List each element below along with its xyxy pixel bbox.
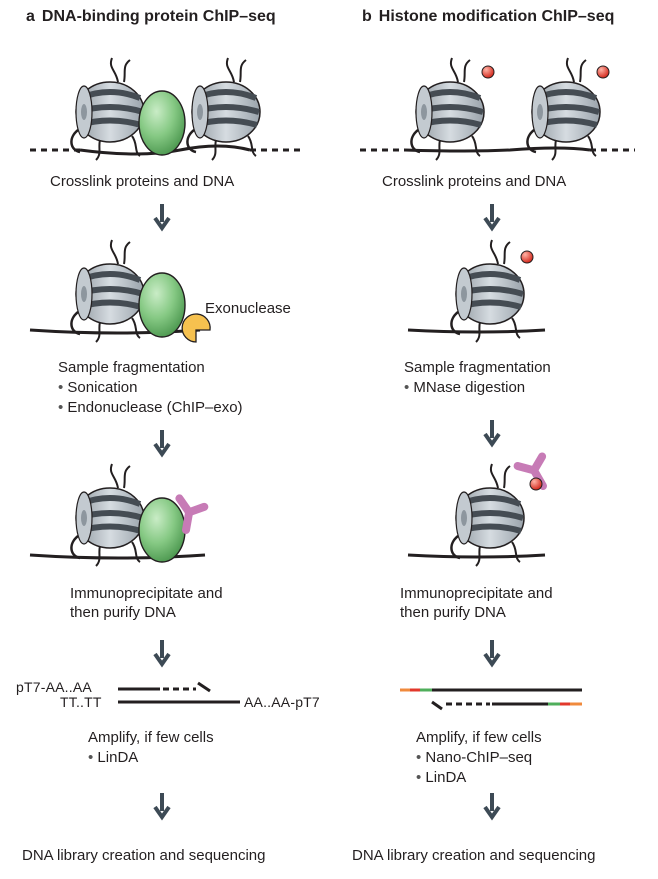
nucleosome-icon bbox=[71, 58, 144, 160]
flow-arrow-icon bbox=[153, 638, 171, 666]
histone-modification-icon bbox=[520, 250, 534, 264]
a-step2-item: Sonication bbox=[58, 378, 137, 397]
panel-a-title: DNA-binding protein ChIP–seq bbox=[41, 8, 276, 25]
b-step4-title: Amplify, if few cells bbox=[416, 729, 542, 746]
a-step4-title: Amplify, if few cells bbox=[88, 729, 214, 746]
a-step4-item: LinDA bbox=[88, 748, 138, 767]
a-step1-dna bbox=[30, 144, 300, 156]
nucleosome-icon bbox=[71, 240, 144, 342]
nucleosome-icon bbox=[71, 464, 144, 566]
b-step2-item: MNase digestion bbox=[404, 378, 525, 397]
b-step5-label: DNA library creation and sequencing bbox=[352, 847, 596, 864]
a-seq-top-left: pT7-AA..AA bbox=[16, 679, 92, 695]
panel-b-letter: b bbox=[362, 8, 372, 25]
a-step2-item: Endonuclease (ChIP–exo) bbox=[58, 398, 242, 417]
b-step2-title: Sample fragmentation bbox=[404, 359, 551, 376]
histone-modification-icon bbox=[596, 65, 610, 79]
flow-arrow-icon bbox=[153, 791, 171, 819]
panel-b-title: Histone modification ChIP–seq bbox=[378, 8, 615, 25]
flow-arrow-icon bbox=[153, 202, 171, 230]
panel-a-letter: a bbox=[26, 8, 35, 25]
b-step4-item: Nano-ChIP–seq bbox=[416, 748, 532, 767]
panel-b-header: b Histone modification ChIP–seq bbox=[362, 8, 614, 26]
histone-modification-icon bbox=[529, 477, 543, 491]
dna-binding-protein-icon bbox=[138, 272, 186, 338]
a-step3-line2: then purify DNA bbox=[70, 604, 176, 621]
a-seq-bottom-right: AA..AA-pT7 bbox=[244, 694, 320, 710]
nucleosome-icon bbox=[451, 464, 524, 566]
dna-binding-protein-icon bbox=[138, 90, 186, 156]
flow-arrow-icon bbox=[153, 428, 171, 456]
flow-arrow-icon bbox=[483, 418, 501, 446]
panel-a-graphics bbox=[29, 58, 300, 819]
a-seq-bottom-left: TT..TT bbox=[60, 694, 102, 710]
histone-modification-icon bbox=[481, 65, 495, 79]
b-step1-label: Crosslink proteins and DNA bbox=[382, 173, 567, 190]
flow-arrow-icon bbox=[483, 202, 501, 230]
dna-binding-protein-icon bbox=[138, 497, 186, 563]
exonuclease-label: Exonuclease bbox=[205, 300, 291, 317]
flow-arrow-icon bbox=[483, 791, 501, 819]
exonuclease-icon bbox=[181, 313, 211, 343]
a-step1-label: Crosslink proteins and DNA bbox=[50, 173, 235, 190]
a-linda-strands bbox=[118, 681, 240, 704]
flow-arrow-icon bbox=[483, 638, 501, 666]
b-step3-line1: Immunoprecipitate and bbox=[400, 585, 553, 602]
b-step4-item: LinDA bbox=[416, 768, 466, 787]
b-step3-line2: then purify DNA bbox=[400, 604, 506, 621]
a-step3-line1: Immunoprecipitate and bbox=[70, 585, 223, 602]
panel-b-graphics bbox=[360, 58, 635, 819]
nucleosome-icon bbox=[451, 240, 524, 342]
b-adapter-strands bbox=[400, 688, 582, 711]
nucleosome-icon bbox=[411, 58, 484, 160]
nucleosome-icon bbox=[527, 58, 600, 160]
a-step2-title: Sample fragmentation bbox=[58, 359, 205, 376]
panel-a-header: a DNA-binding protein ChIP–seq bbox=[26, 8, 276, 26]
a-step5-label: DNA library creation and sequencing bbox=[22, 847, 266, 864]
